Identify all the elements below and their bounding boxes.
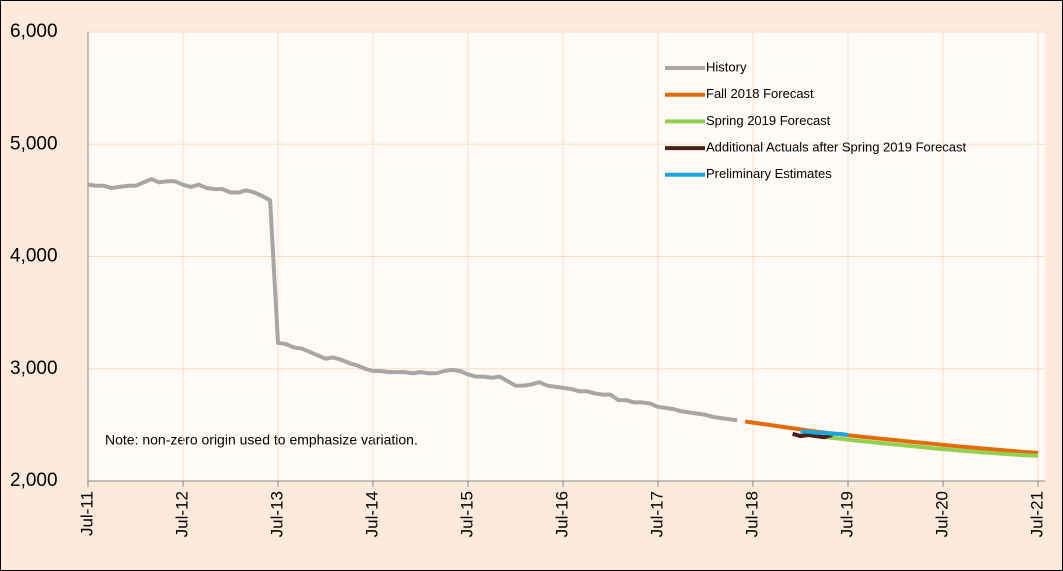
series-line [744, 419, 1039, 455]
x-tick-label: Jul-21 [1027, 491, 1046, 537]
x-tick-label: Jul-15 [457, 491, 476, 537]
y-tick-label: 3,000 [10, 358, 58, 379]
x-tick-label: Jul-14 [362, 491, 381, 537]
legend-label: Spring 2019 Forecast [706, 113, 831, 128]
y-tick-label: 4,000 [10, 246, 58, 267]
x-tick-label: Jul-16 [552, 491, 571, 537]
x-tick-label: Jul-20 [932, 491, 951, 537]
legend-label: Preliminary Estimates [706, 166, 832, 181]
x-tick-label: Jul-18 [742, 491, 761, 537]
x-tick-label: Jul-17 [647, 491, 666, 537]
series-line [792, 431, 833, 440]
legend-label: History [706, 59, 747, 74]
legend-label: Additional Actuals after Spring 2019 For… [706, 140, 967, 155]
y-tick-label: 6,000 [10, 21, 58, 42]
series-line [800, 431, 1039, 458]
legend-label: Fall 2018 Forecast [706, 86, 814, 101]
x-tick-label: Jul-11 [77, 491, 96, 536]
series-line [87, 177, 738, 423]
y-tick-label: 2,000 [10, 470, 58, 491]
series-line [800, 429, 849, 437]
x-tick-label: Jul-13 [267, 491, 286, 537]
x-tick-label: Jul-19 [837, 491, 856, 537]
y-tick-label: 5,000 [10, 133, 58, 154]
note: Note: non-zero origin used to emphasize … [105, 432, 418, 448]
x-tick-label: Jul-12 [172, 491, 191, 537]
